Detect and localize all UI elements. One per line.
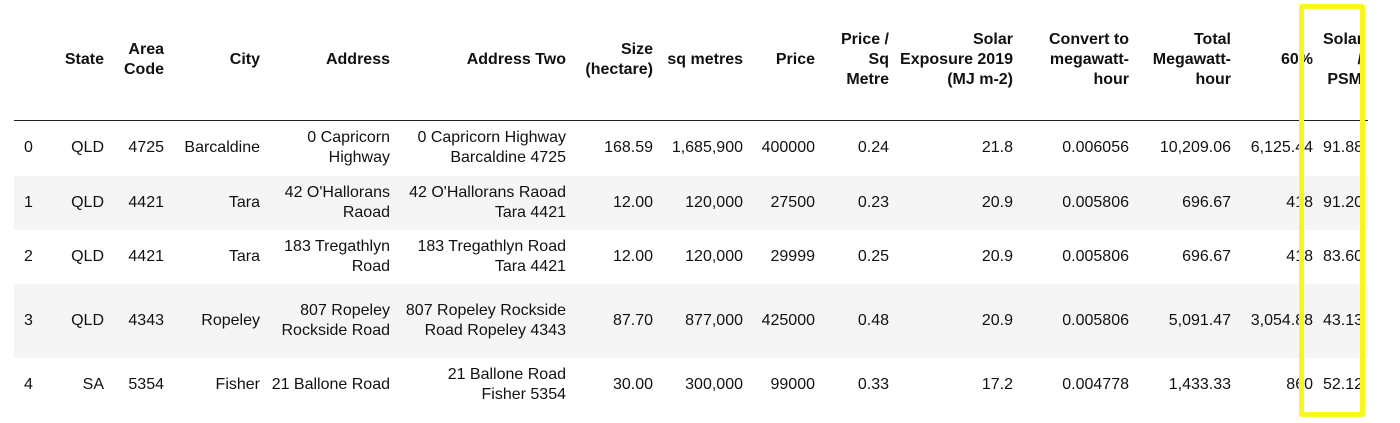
cell-address-two: 807 Ropeley Rockside Road Ropeley 4343 [396, 284, 572, 358]
cell-solar-psm: 83.60 [1323, 248, 1364, 265]
cell-state: QLD [71, 139, 104, 157]
cell-size-hectare: 12.00 [572, 176, 659, 230]
cell-index: 3 [14, 284, 46, 358]
dataframe-table: State Area Code City Address Address Two… [14, 0, 1368, 412]
header-row: State Area Code City Address Address Two… [14, 0, 1368, 121]
cell-sq-metres: 120,000 [659, 176, 749, 230]
cell-solar-exposure: 21.8 [981, 139, 1013, 157]
cell-price-per-sq-metre: 0.33 [857, 376, 889, 393]
cell-address: 183 Tregathlyn Road [284, 238, 390, 275]
cell-address-two: 21 Ballone Road Fisher 5354 [447, 366, 566, 403]
header-price-per-sq-metre: Price / Sq Metre [821, 0, 895, 121]
cell-address: 21 Ballone Road [271, 376, 390, 393]
cell-index: 2 [24, 248, 33, 265]
cell-state: SA [82, 376, 104, 393]
header-60-percent: 60% [1237, 0, 1319, 121]
cell-solar-exposure: 20.9 [895, 284, 1019, 358]
header-address-two: Address Two [396, 0, 572, 121]
header-sq-metres: sq metres [659, 0, 749, 121]
cell-price: 400000 [761, 139, 815, 157]
cell-solar-exposure: 20.9 [895, 176, 1019, 230]
cell-state: QLD [71, 248, 104, 265]
cell-sq-metres: 877,000 [659, 284, 749, 358]
header-city: City [170, 0, 266, 121]
table-row: 0 QLD 4725 Barcaldine 0 Capricorn Highwa… [14, 120, 1368, 176]
cell-price: 27500 [749, 176, 821, 230]
cell-total-mwh: 10,209.06 [1159, 139, 1231, 157]
cell-index: 1 [14, 176, 46, 230]
cell-total-mwh: 1,433.33 [1168, 376, 1231, 393]
header-price: Price [749, 0, 821, 121]
cell-convert-mwh: 0.005806 [1019, 176, 1135, 230]
cell-solar-psm: 91.20 [1319, 176, 1368, 230]
cell-city: Tara [170, 176, 266, 230]
cell-price-per-sq-metre: 0.48 [821, 284, 895, 358]
cell-address: 0 Capricorn Highway [307, 129, 390, 167]
cell-total-mwh: 696.67 [1182, 248, 1231, 265]
cell-total-mwh: 696.67 [1135, 176, 1237, 230]
header-size-hectare: Size (hectare) [572, 0, 659, 121]
cell-solar-exposure: 20.9 [981, 248, 1013, 265]
cell-address-two: 183 Tregathlyn Road Tara 4421 [417, 238, 566, 275]
table-row: 1 QLD 4421 Tara 42 O'Hallorans Raoad 42 … [14, 176, 1368, 230]
header-total-mwh: Total Megawatt-hour [1135, 0, 1237, 121]
cell-solar-exposure: 17.2 [981, 376, 1013, 393]
cell-price-per-sq-metre: 0.24 [857, 139, 889, 157]
cell-sq-metres: 300,000 [685, 376, 743, 393]
cell-index: 0 [24, 139, 33, 157]
cell-area-code: 4421 [110, 176, 170, 230]
cell-size-hectare: 168.59 [604, 139, 653, 157]
cell-convert-mwh: 0.005806 [1062, 248, 1129, 265]
cell-price: 29999 [770, 248, 816, 265]
cell-solar-psm: 43.13 [1319, 284, 1368, 358]
cell-60-percent: 418 [1237, 176, 1319, 230]
cell-size-hectare: 12.00 [612, 248, 653, 265]
cell-price: 99000 [770, 376, 816, 393]
cell-60-percent: 418 [1286, 248, 1313, 265]
table-row: 3 QLD 4343 Ropeley 807 Ropeley Rockside … [14, 284, 1368, 358]
cell-area-code: 4343 [110, 284, 170, 358]
cell-price: 425000 [749, 284, 821, 358]
header-convert-mwh: Convert to megawatt-hour [1019, 0, 1135, 121]
cell-address: 42 O'Hallorans Raoad [266, 176, 396, 230]
cell-total-mwh: 5,091.47 [1135, 284, 1237, 358]
cell-state: QLD [46, 284, 110, 358]
cell-area-code: 5354 [128, 376, 164, 393]
cell-convert-mwh: 0.004778 [1062, 376, 1129, 393]
cell-address-two: 0 Capricorn Highway Barcaldine 4725 [417, 129, 566, 167]
cell-city: Ropeley [170, 284, 266, 358]
header-index [14, 0, 46, 121]
dataframe-output: State Area Code City Address Address Two… [14, 0, 1374, 412]
cell-60-percent: 860 [1286, 376, 1313, 393]
table-row: 2 QLD 4421 Tara 183 Tregathlyn Road 183 … [14, 230, 1368, 284]
header-solar-psm: Solar / PSM [1319, 0, 1368, 121]
cell-size-hectare: 30.00 [612, 376, 653, 393]
header-address: Address [266, 0, 396, 121]
cell-solar-psm: 52.12 [1323, 376, 1364, 393]
cell-state: QLD [46, 176, 110, 230]
header-state: State [46, 0, 110, 121]
header-area-code: Area Code [110, 0, 170, 121]
header-solar-exposure: Solar Exposure 2019 (MJ m-2) [895, 0, 1019, 121]
cell-sq-metres: 120,000 [685, 248, 743, 265]
cell-city: Fisher [215, 376, 260, 393]
cell-sq-metres: 1,685,900 [671, 139, 743, 157]
cell-solar-psm: 91.88 [1323, 139, 1364, 157]
cell-city: Barcaldine [184, 139, 260, 157]
cell-address: 807 Ropeley Rockside Road [266, 284, 396, 358]
cell-index: 4 [24, 376, 33, 393]
table-row: 4 SA 5354 Fisher 21 Ballone Road 21 Ball… [14, 358, 1368, 412]
cell-price-per-sq-metre: 0.23 [821, 176, 895, 230]
cell-price-per-sq-metre: 0.25 [857, 248, 889, 265]
cell-address-two: 42 O'Hallorans Raoad Tara 4421 [396, 176, 572, 230]
cell-area-code: 4725 [128, 139, 164, 157]
cell-convert-mwh: 0.006056 [1062, 139, 1129, 157]
cell-city: Tara [228, 248, 260, 265]
cell-size-hectare: 87.70 [572, 284, 659, 358]
cell-area-code: 4421 [128, 248, 164, 265]
cell-convert-mwh: 0.005806 [1019, 284, 1135, 358]
cell-60-percent: 6,125.44 [1250, 139, 1313, 157]
cell-60-percent: 3,054.88 [1237, 284, 1319, 358]
